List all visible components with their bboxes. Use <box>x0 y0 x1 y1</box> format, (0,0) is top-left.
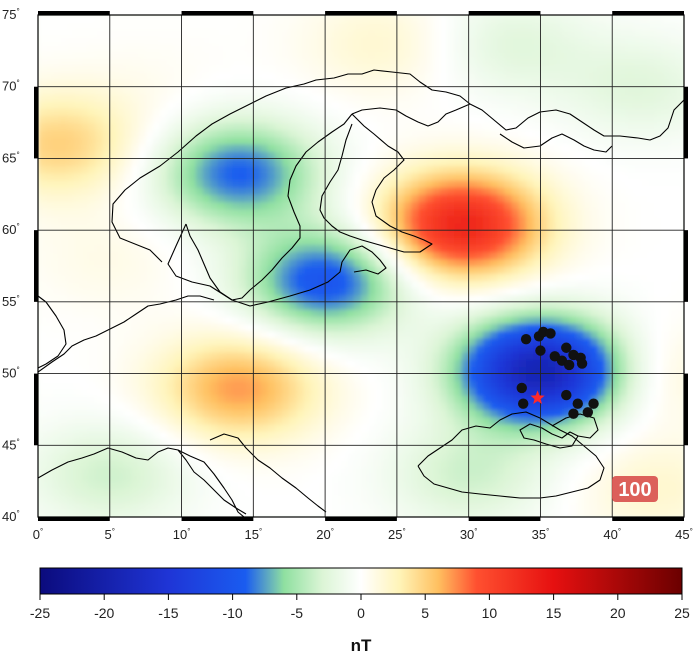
longitude-tick-label: 30° <box>460 527 478 542</box>
coastline-layer <box>38 69 684 517</box>
finland-coastline <box>319 113 433 253</box>
frame-bar-right <box>684 373 688 446</box>
white-sea-coastline <box>469 99 684 141</box>
azov-coastline <box>551 413 599 439</box>
colorbar-tick-label: -20 <box>94 605 114 621</box>
station-marker <box>516 382 527 394</box>
colorbar-tick-label: 0 <box>357 605 365 621</box>
colorbar-gradient <box>39 567 683 595</box>
frame-bar-top <box>325 11 397 15</box>
mediterranean-coastline <box>38 447 247 515</box>
station-marker <box>518 398 529 409</box>
kola-coastline <box>499 133 613 153</box>
longitude-tick-label: 20° <box>316 527 334 542</box>
frame-bar-right <box>684 86 688 159</box>
colorbar-tick-label: 15 <box>546 605 562 621</box>
colorbar-tick-label: 25 <box>674 605 690 621</box>
epicenter-star-marker <box>530 390 545 405</box>
station-marker <box>572 398 583 409</box>
black-sea-coastline <box>417 411 605 499</box>
colorbar-tick-label: 10 <box>482 605 498 621</box>
frame-bar-top <box>181 11 254 15</box>
british-isles-coastline <box>38 295 67 369</box>
longitude-tick-label: 35° <box>532 527 550 542</box>
baltic-bothnia-coastline <box>185 113 353 301</box>
latitude-tick-label: 65° <box>2 150 20 165</box>
latitude-tick-label: 55° <box>2 294 20 309</box>
latitude-tick-label: 75° <box>2 7 20 22</box>
map-frame <box>34 11 688 521</box>
latitude-tick-label: 40° <box>2 509 20 524</box>
station-marker <box>568 408 579 419</box>
frame-bar-left <box>34 230 38 302</box>
frame-bar-bottom <box>325 517 397 521</box>
colorbar-unit-label: nT <box>351 636 372 655</box>
station-marker <box>582 407 594 418</box>
frame-bar-bottom <box>468 517 541 521</box>
adriatic-coastline <box>209 433 327 513</box>
colorbar-tick-label: 5 <box>421 605 429 621</box>
colorbar-tick-label: -10 <box>222 605 242 621</box>
epicenter-marker-layer <box>530 390 545 405</box>
longitude-tick-label: 25° <box>388 527 406 542</box>
colorbar-tick-label: 20 <box>610 605 626 621</box>
station-marker <box>561 389 572 401</box>
longitude-tick-label: 0° <box>33 527 43 542</box>
station-markers <box>516 326 599 419</box>
colorbar-ticks: -25 -20 -15 -10 -5 0 5 10 15 20 25 <box>30 594 690 621</box>
colorbar-tick-label: -15 <box>158 605 178 621</box>
longitude-tick-label: 5° <box>105 527 115 542</box>
frame-bar-bottom <box>181 517 254 521</box>
station-marker <box>563 359 575 371</box>
longitude-tick-label: 10° <box>173 527 191 542</box>
colorbar: -25 -20 -15 -10 -5 0 5 10 15 20 25 nT <box>30 567 690 655</box>
frame-bar-left <box>34 373 38 446</box>
scandinavia-coastline <box>111 69 471 263</box>
anomaly-field <box>38 15 684 517</box>
frame-bar-bottom <box>38 517 110 521</box>
longitude-tick-labels: 0° 5° 10° 15° 20° 25° 30° 35° 40° 45° <box>33 527 693 542</box>
latitude-tick-labels: 40° 45° 50° 55° 60° 65° 70° 75° <box>2 7 20 524</box>
latitude-tick-label: 70° <box>2 79 20 94</box>
frame-bar-right <box>684 230 688 302</box>
western-europe-coastline <box>38 295 215 373</box>
colorbar-tick-label: -5 <box>291 605 304 621</box>
station-marker <box>545 328 556 339</box>
station-marker <box>535 345 546 356</box>
latitude-tick-label: 45° <box>2 437 20 452</box>
longitude-tick-label: 40° <box>603 527 621 542</box>
station-marker <box>561 342 572 353</box>
frame-bar-top <box>468 11 541 15</box>
latitude-tick-label: 60° <box>2 222 20 237</box>
station-marker <box>576 358 588 369</box>
colorbar-tick-label: -25 <box>30 605 50 621</box>
longitude-tick-label: 45° <box>675 527 693 542</box>
frame-bar-left <box>34 86 38 159</box>
frame-bar-bottom <box>612 517 684 521</box>
frame-bar-top <box>38 11 110 15</box>
baltic-south-coastline <box>167 223 387 307</box>
longitude-tick-label: 15° <box>244 527 262 542</box>
station-marker <box>588 398 599 409</box>
frame-bar-top <box>612 11 684 15</box>
italy-coastline <box>177 449 245 517</box>
watermark-badge: 100 <box>612 476 658 502</box>
watermark-text: 100 <box>618 479 651 501</box>
latitude-tick-label: 50° <box>2 366 20 381</box>
station-marker <box>520 333 532 345</box>
